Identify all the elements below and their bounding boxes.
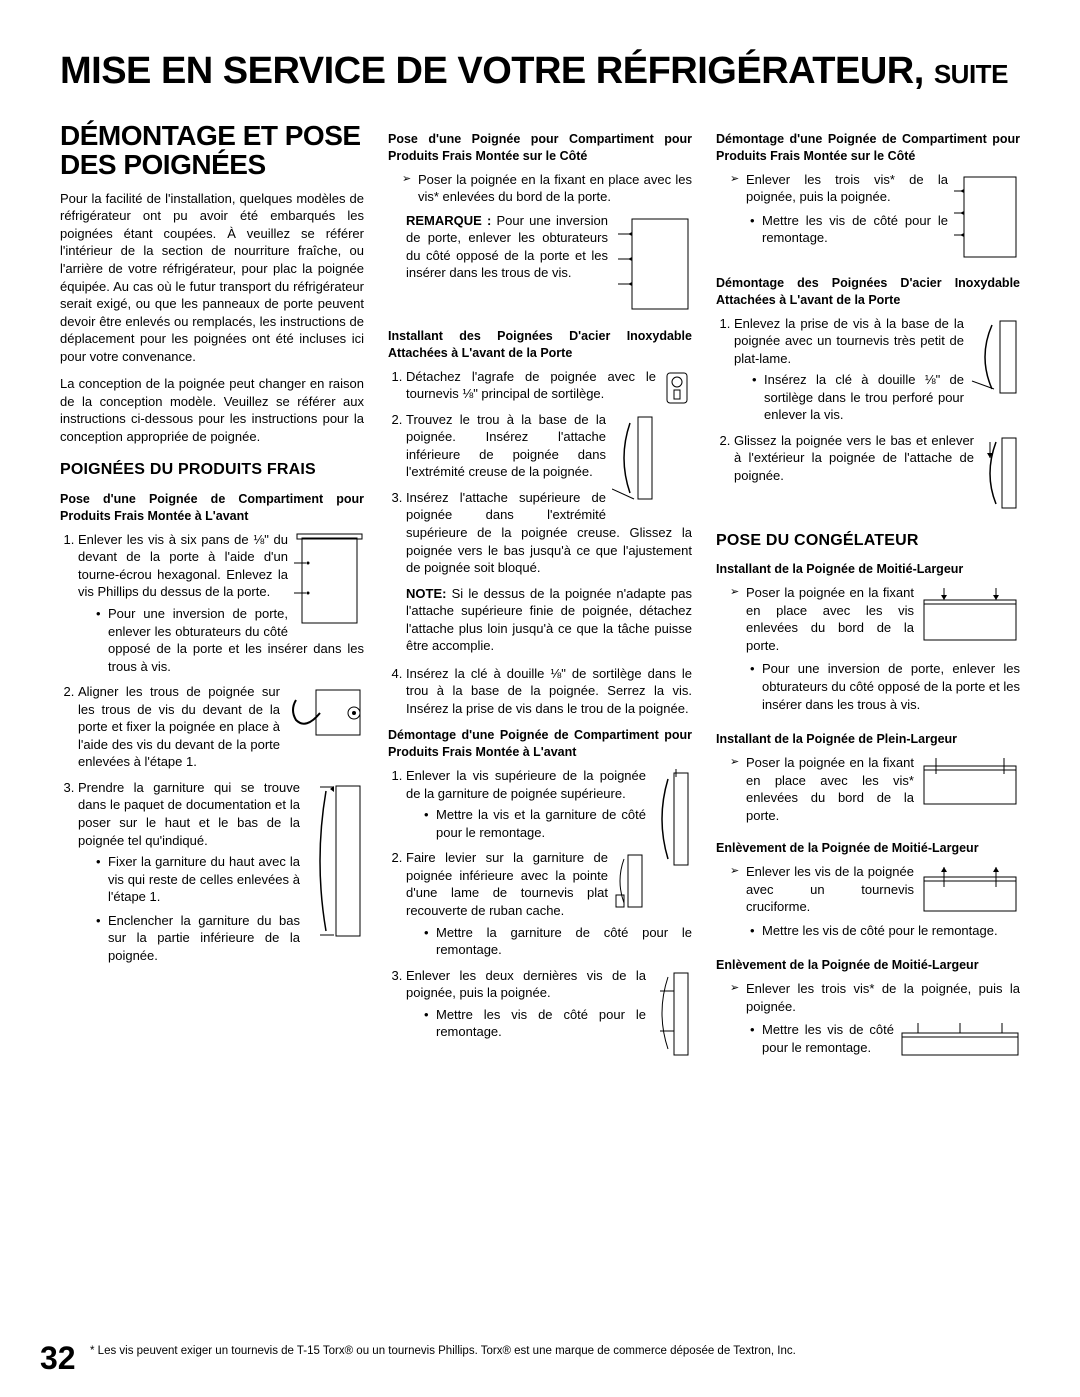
h-ss-front: Installant des Poignées D'acier Inoxydab… xyxy=(388,328,692,362)
subheading-fresh: POIGNÉES DU PRODUITS FRAIS xyxy=(60,459,364,481)
h-remove-front: Démontage d'une Poignée de Compartiment … xyxy=(388,727,692,761)
rmhalf2-b: Mettre les vis de côté pour le remontage… xyxy=(750,1021,1020,1056)
fig-clip-icon xyxy=(662,370,692,410)
title-b: suite xyxy=(934,59,1008,89)
fig-slide-down-icon xyxy=(980,434,1020,512)
full-a: Poser la poignée en la fixant en place a… xyxy=(730,754,1020,824)
step-3-bullet-a: Fixer la garniture du haut avec la vis q… xyxy=(96,853,364,906)
h-remove-half: Enlèvement de la Poignée de Moitié-Large… xyxy=(716,840,1020,857)
h-full-width: Installant de la Poignée de Plein-Largeu… xyxy=(716,731,1020,748)
remove-front-steps: Enlever la vis supérieure de la poignée … xyxy=(388,767,692,1041)
ss-front-steps: Détachez l'agrafe de poignée avec le tou… xyxy=(388,368,692,577)
column-1: Démontage et pose des poignées Pour la f… xyxy=(60,121,364,1064)
rm-step-3-bullet: Mettre les vis de côté pour le remontage… xyxy=(424,1006,692,1041)
step-1: Enlever les vis à six pans de ⅛" du deva… xyxy=(78,531,364,675)
step-3-bullet-b: Enclencher la garniture du bas sur la pa… xyxy=(96,912,364,965)
rmss-2: Glissez la poignée vers le bas et enleve… xyxy=(734,432,1020,485)
rm-step-1: Enlever la vis supérieure de la poignée … xyxy=(406,767,692,841)
front-mount-steps: Enlever les vis à six pans de ⅛" du deva… xyxy=(60,531,364,965)
fig-door-reverse-icon xyxy=(614,214,692,314)
column-2: Pose d'une Poignée pour Compartiment pou… xyxy=(388,121,692,1064)
fig-handle-base-icon xyxy=(612,413,656,503)
step-1-bullet: Pour une inversion de porte, enlever les… xyxy=(96,605,364,675)
fig-pry-icon xyxy=(614,851,646,911)
h-front-mount: Pose d'une Poignée de Compartiment pour … xyxy=(60,491,364,525)
step-2: Aligner les trous de poignée sur les tro… xyxy=(78,683,364,771)
section-title-handles: Démontage et pose des poignées xyxy=(60,121,364,180)
rmss-1-bullet: Insérez la clé à douille ⅛" de sortilège… xyxy=(752,371,1020,424)
ss-step-2: Trouvez le trou à la base de la poignée.… xyxy=(406,411,692,481)
ss-step-2-text: Trouvez le trou à la base de la poignée.… xyxy=(406,412,606,480)
rmss-1-text: Enlevez la prise de vis à la base de la … xyxy=(734,316,964,366)
h-half-width: Installant de la Poignée de Moitié-Large… xyxy=(716,561,1020,578)
step-1-text: Enlever les vis à six pans de ⅛" du deva… xyxy=(78,532,288,600)
half-a: Poser la poignée en la fixant en place a… xyxy=(730,584,1020,654)
h-side-mount: Pose d'une Poignée pour Compartiment pou… xyxy=(388,131,692,165)
remark-label: REMARQUE : xyxy=(406,213,497,228)
subheading-freezer: POSE DU CONGÉLATEUR xyxy=(716,530,1020,552)
fig-align-icon xyxy=(286,685,364,740)
page-number: 32 xyxy=(40,1340,76,1377)
title-a: Mise en service de votre réfrigérateur, xyxy=(60,50,924,92)
ss-step-4: Insérez la clé à douille ⅛" de sortilège… xyxy=(406,665,692,718)
note-label: NOTE: xyxy=(406,586,452,601)
intro-p1: Pour la facilité de l'installation, quel… xyxy=(60,190,364,365)
half-b: Pour une inversion de porte, enlever les… xyxy=(750,660,1020,713)
step-3: Prendre la garniture qui se trouve dans … xyxy=(78,779,364,964)
remove-side-b: Mettre les vis de côté pour le remontage… xyxy=(750,212,1020,247)
rm-step-2: Faire levier sur la garniture de poignée… xyxy=(406,849,692,958)
rmss-1: Enlevez la prise de vis à la base de la … xyxy=(734,315,1020,424)
step-3-text: Prendre la garniture qui se trouve dans … xyxy=(78,780,300,848)
ss-step-1: Détachez l'agrafe de poignée avec le tou… xyxy=(406,368,692,403)
h-remove-side: Démontage d'une Poignée de Compartiment … xyxy=(716,131,1020,165)
side-mount-step: Poser la poignée en la fixant en place a… xyxy=(402,171,692,206)
note-block: NOTE: Si le dessus de la poignée n'adapt… xyxy=(406,585,692,655)
ss-front-steps-cont: Insérez la clé à douille ⅛" de sortilège… xyxy=(388,665,692,718)
rm-step-2-text: Faire levier sur la garniture de poignée… xyxy=(406,850,608,918)
page-title: Mise en service de votre réfrigérateur, … xyxy=(60,50,1020,93)
column-layout: Démontage et pose des poignées Pour la f… xyxy=(60,121,1020,1064)
rm-step-3: Enlever les deux dernières vis de la poi… xyxy=(406,967,692,1041)
rm-step-1-text: Enlever la vis supérieure de la poignée … xyxy=(406,768,646,801)
rmhalf2-a: Enlever les trois vis* de la poignée, pu… xyxy=(730,980,1020,1015)
column-3: Démontage d'une Poignée de Compartiment … xyxy=(716,121,1020,1064)
step-2-text: Aligner les trous de poignée sur les tro… xyxy=(78,684,280,769)
intro-p2: La conception de la poignée peut changer… xyxy=(60,375,364,445)
h-remove-half2: Enlèvement de la Poignée de Moitié-Large… xyxy=(716,957,1020,974)
h-remove-ss-front: Démontage des Poignées D'acier Inoxydabl… xyxy=(716,275,1020,309)
rmss-2-text: Glissez la poignée vers le bas et enleve… xyxy=(734,433,974,483)
rm-step-3-text: Enlever les deux dernières vis de la poi… xyxy=(406,968,646,1001)
rm-step-1-bullet: Mettre la vis et la garniture de côté po… xyxy=(424,806,692,841)
rmhalf-b: Mettre les vis de côté pour le remontage… xyxy=(750,922,1020,940)
rm-step-2-bullet: Mettre la garniture de côté pour le remo… xyxy=(424,924,692,959)
remove-ss-steps: Enlevez la prise de vis à la base de la … xyxy=(716,315,1020,485)
rmhalf-a: Enlever les vis de la poignée avec un to… xyxy=(730,863,1020,916)
remove-side-a: Enlever les trois vis* de la poignée, pu… xyxy=(730,171,1020,206)
footnote: * Les vis peuvent exiger un tournevis de… xyxy=(90,1345,1020,1357)
ss-step-1-text: Détachez l'agrafe de poignée avec le tou… xyxy=(406,369,656,402)
